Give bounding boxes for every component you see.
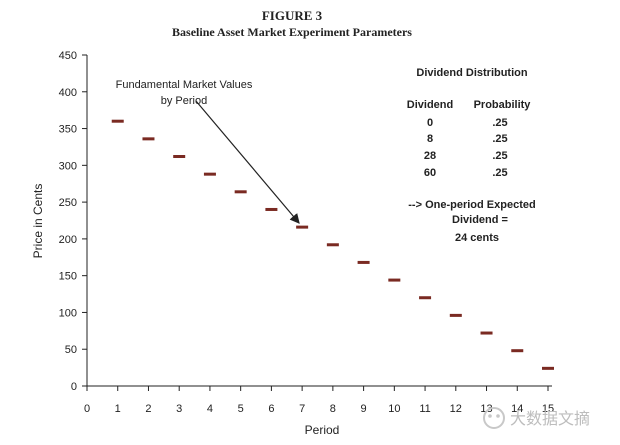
chart-title: Baseline Asset Market Experiment Paramet… [172, 25, 412, 39]
y-tick-label: 350 [59, 124, 77, 136]
y-tick-label: 250 [59, 197, 77, 209]
x-tick-label: 0 [84, 403, 90, 415]
x-tick-label: 8 [330, 403, 336, 415]
probability-header: Probability [474, 99, 532, 111]
dividend-cell: 28 [424, 150, 436, 162]
watermark-logo-icon [483, 407, 505, 429]
fundamental-value-mark [480, 331, 493, 335]
x-tick-label: 2 [145, 403, 151, 415]
annotation-line-1: Fundamental Market Values [116, 79, 253, 91]
x-axis-label: Period [305, 423, 340, 437]
annotation-line-2: by Period [161, 95, 207, 107]
fundamental-value-marks [111, 119, 554, 370]
y-axis-label: Price in Cents [31, 184, 45, 259]
probability-cell: .25 [492, 117, 507, 129]
y-tick-label: 150 [59, 271, 77, 283]
watermark-logo-dot-icon [496, 414, 500, 418]
y-axis-ticks: 0 50 100 150 200 250 300 350 400 450 [59, 50, 87, 393]
fundamental-value-mark [419, 296, 432, 300]
fundamental-value-mark [542, 366, 554, 370]
fundamental-value-mark [388, 278, 401, 282]
dividend-cell: 8 [427, 133, 433, 145]
x-tick-label: 7 [299, 403, 305, 415]
x-tick-label: 10 [388, 403, 400, 415]
dividend-header: Dividend [407, 99, 453, 111]
fundamental-value-mark [326, 243, 339, 247]
y-tick-label: 200 [59, 234, 77, 246]
x-tick-label: 1 [115, 403, 121, 415]
watermark-logo-dot-icon [488, 414, 492, 418]
fundamental-value-mark [449, 313, 462, 317]
dividend-cell: 0 [427, 117, 433, 129]
probability-cell: .25 [492, 133, 507, 145]
figure-label: FIGURE 3 [262, 8, 323, 23]
fundamental-value-mark [173, 155, 186, 159]
watermark-text: 大数据文摘 [510, 409, 590, 428]
y-tick-label: 300 [59, 160, 77, 172]
annotation-arrow [195, 100, 300, 224]
fundamental-value-mark [234, 190, 247, 194]
probability-cell: .25 [492, 167, 507, 179]
dividend-cell: 60 [424, 167, 436, 179]
x-tick-label: 3 [176, 403, 182, 415]
x-tick-label: 9 [361, 403, 367, 415]
x-tick-label: 5 [238, 403, 244, 415]
x-tick-label: 6 [268, 403, 274, 415]
fundamental-value-mark [296, 225, 309, 229]
fundamental-value-mark [111, 119, 124, 123]
x-tick-label: 15 [542, 403, 554, 415]
fundamental-value-mark [511, 349, 524, 353]
y-tick-label: 400 [59, 87, 77, 99]
y-tick-label: 450 [59, 50, 77, 62]
x-tick-label: 14 [511, 403, 523, 415]
y-tick-label: 50 [65, 344, 77, 356]
watermark: 大数据文摘 [483, 407, 590, 429]
fundamental-value-mark [203, 172, 216, 176]
fundamental-value-mark [265, 207, 278, 211]
fundamental-value-mark [357, 260, 370, 264]
expected-note-line-2: Dividend = [452, 214, 508, 226]
x-axis-ticks: 0 1 2 3 4 5 6 7 8 9 10 11 12 13 14 15 [84, 386, 554, 415]
expected-note-line-3: 24 cents [455, 232, 499, 244]
dividend-table-title: Dividend Distribution [416, 67, 528, 79]
y-tick-label: 0 [71, 381, 77, 393]
expected-note-line-1: --> One-period Expected [408, 199, 535, 211]
x-tick-label: 13 [480, 403, 492, 415]
fundamental-value-mark [142, 137, 155, 141]
y-tick-label: 100 [59, 307, 77, 319]
x-tick-label: 11 [419, 403, 430, 415]
x-tick-label: 12 [450, 403, 462, 415]
x-tick-label: 4 [207, 403, 213, 415]
probability-cell: .25 [492, 150, 507, 162]
